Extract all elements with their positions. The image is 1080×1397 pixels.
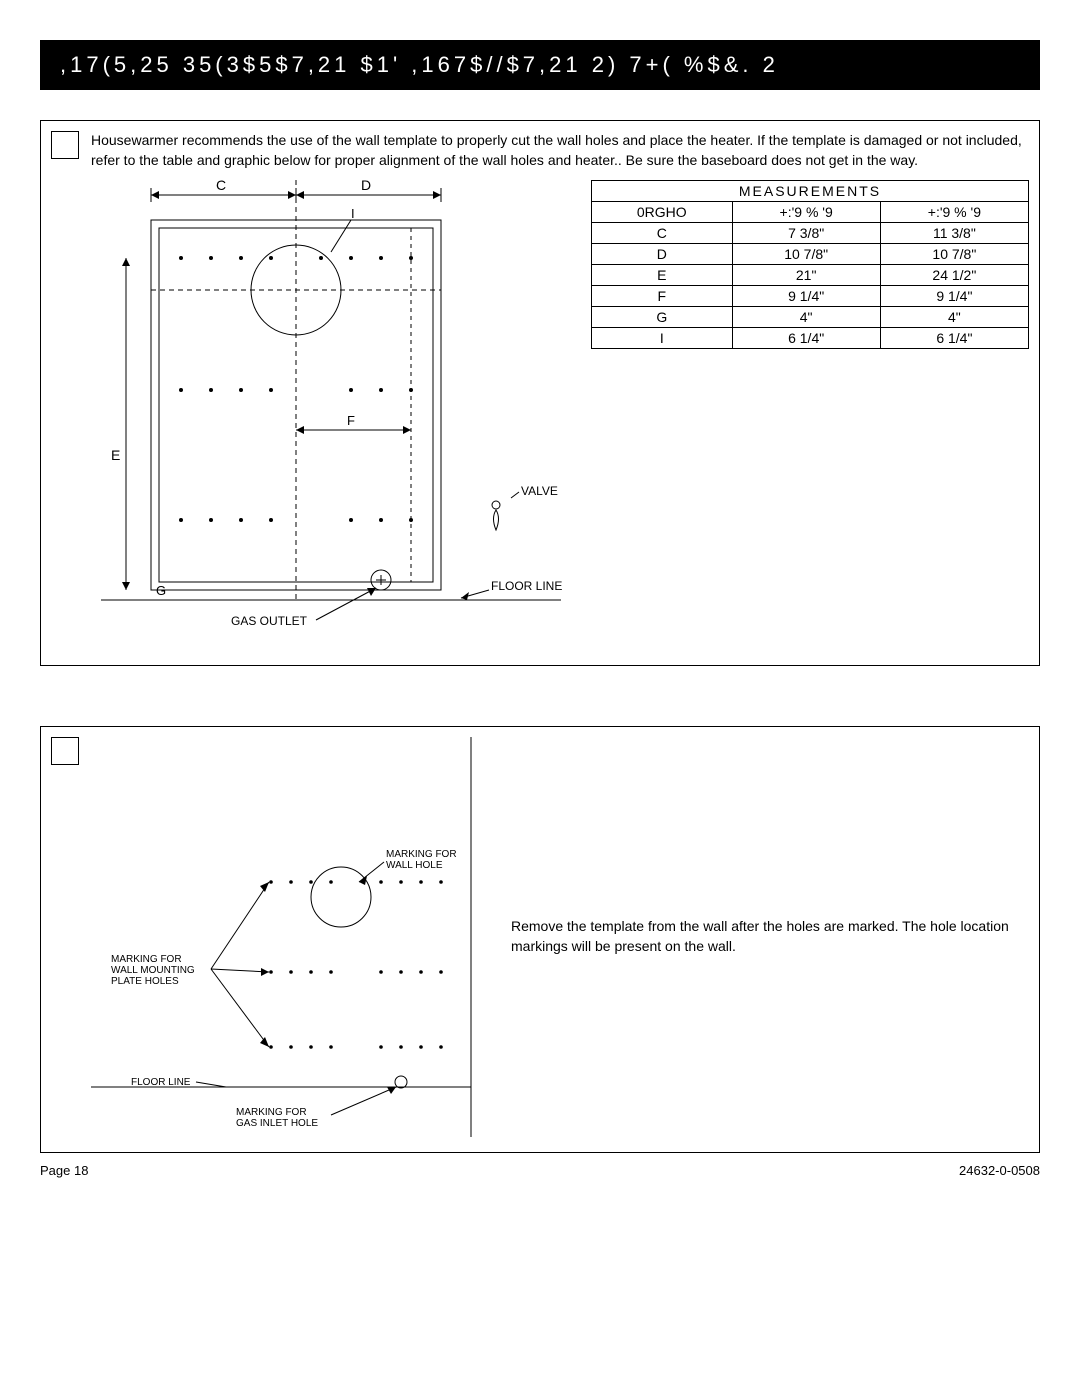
- table-row: D10 7/8"10 7/8": [592, 244, 1029, 265]
- section1: Housewarmer recommends the use of the wa…: [40, 120, 1040, 666]
- svg-text:C: C: [216, 180, 226, 193]
- footer-right: 24632-0-0508: [959, 1163, 1040, 1178]
- svg-text:FLOOR LINE: FLOOR LINE: [131, 1077, 191, 1088]
- svg-text:VALVE: VALVE: [521, 484, 558, 498]
- svg-text:I: I: [351, 206, 355, 221]
- svg-text:G: G: [156, 583, 166, 598]
- section2: MARKING FOR WALL HOLE MARKING FOR WALL M…: [40, 726, 1040, 1153]
- footer-left: Page 18: [40, 1163, 88, 1178]
- svg-text:GAS INLET HOLE: GAS INLET HOLE: [236, 1118, 318, 1129]
- footer: Page 18 24632-0-0508: [40, 1163, 1040, 1178]
- intro-text: Housewarmer recommends the use of the wa…: [91, 131, 1029, 170]
- svg-text:D: D: [361, 180, 371, 193]
- table-row: E21"24 1/2": [592, 265, 1029, 286]
- measurements-table: MEASUREMENTS 0RGHO +:'9 % '9 +:'9 % '9 C…: [591, 180, 1029, 349]
- svg-text:PLATE HOLES: PLATE HOLES: [111, 976, 179, 987]
- svg-text:MARKING FOR: MARKING FOR: [386, 849, 457, 860]
- svg-text:FLOOR LINE: FLOOR LINE: [491, 579, 562, 593]
- table-row: F9 1/4"9 1/4": [592, 286, 1029, 307]
- table-row: G4"4": [592, 307, 1029, 328]
- diagram1: C D I F: [51, 180, 571, 655]
- diagram2: MARKING FOR WALL HOLE MARKING FOR WALL M…: [51, 737, 481, 1142]
- header-bar: ,17(5,25 35(3$5$7,21 $1' ,167$//$7,21 2)…: [40, 40, 1040, 90]
- table-header-row: 0RGHO +:'9 % '9 +:'9 % '9: [592, 202, 1029, 223]
- svg-text:WALL HOLE: WALL HOLE: [386, 860, 443, 871]
- table-row: I6 1/4"6 1/4": [592, 328, 1029, 349]
- header-title: ,17(5,25 35(3$5$7,21 $1' ,167$//$7,21 2)…: [60, 52, 779, 77]
- svg-text:GAS OUTLET: GAS OUTLET: [231, 614, 308, 628]
- step-box-1: [51, 131, 79, 159]
- table-row: C7 3/8"11 3/8": [592, 223, 1029, 244]
- svg-text:E: E: [111, 447, 120, 463]
- table-title: MEASUREMENTS: [592, 181, 1029, 202]
- svg-text:MARKING FOR: MARKING FOR: [236, 1107, 307, 1118]
- step-box-2: [51, 737, 79, 765]
- section2-text: Remove the template from the wall after …: [511, 917, 1029, 956]
- svg-text:WALL MOUNTING: WALL MOUNTING: [111, 965, 195, 976]
- svg-text:MARKING FOR: MARKING FOR: [111, 954, 182, 965]
- svg-text:F: F: [347, 413, 355, 428]
